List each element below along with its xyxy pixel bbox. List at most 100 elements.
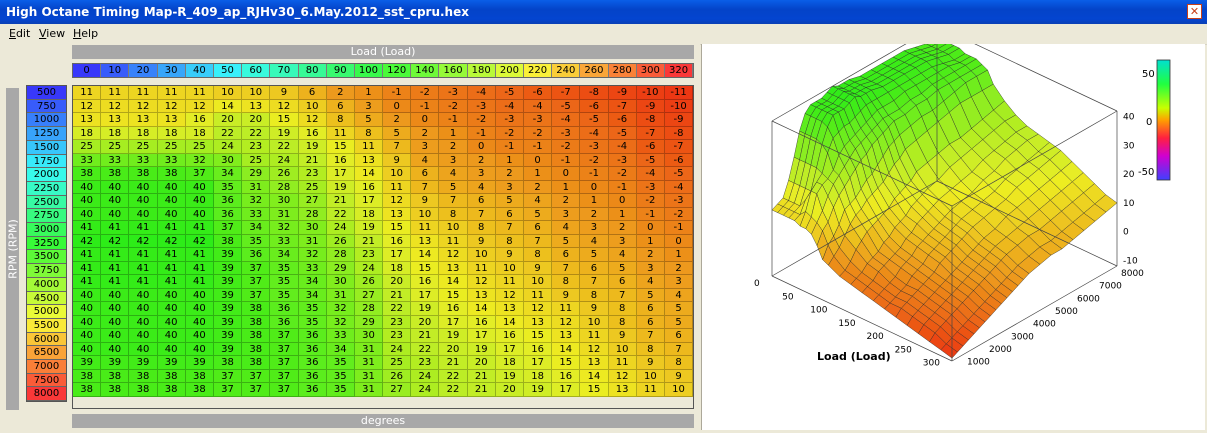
timing-cell[interactable]: 6 bbox=[326, 99, 355, 113]
load-breakpoint[interactable]: 300 bbox=[636, 64, 665, 77]
timing-cell[interactable]: -1 bbox=[580, 167, 609, 181]
timing-cell[interactable]: 37 bbox=[242, 261, 271, 275]
load-breakpoint[interactable]: 120 bbox=[383, 64, 412, 77]
timing-cell[interactable]: 31 bbox=[270, 207, 299, 221]
timing-cell[interactable]: 38 bbox=[129, 167, 158, 181]
timing-cell[interactable]: 39 bbox=[213, 275, 243, 289]
timing-cell[interactable]: -7 bbox=[664, 140, 694, 154]
timing-cell[interactable]: 5 bbox=[608, 261, 637, 275]
rpm-breakpoint[interactable]: 3250 bbox=[27, 236, 66, 251]
timing-cell[interactable]: 33 bbox=[242, 207, 271, 221]
timing-cell[interactable]: 14 bbox=[354, 167, 384, 181]
timing-cell[interactable]: 21 bbox=[467, 383, 496, 397]
timing-cell[interactable]: 18 bbox=[73, 126, 102, 140]
timing-cell[interactable]: -5 bbox=[664, 167, 694, 181]
timing-cell[interactable]: 12 bbox=[439, 248, 468, 262]
timing-cell[interactable]: 40 bbox=[101, 207, 130, 221]
timing-cell[interactable]: 4 bbox=[524, 194, 553, 208]
timing-cell[interactable]: -8 bbox=[580, 86, 609, 100]
timing-cell[interactable]: -3 bbox=[664, 194, 694, 208]
timing-cell[interactable]: 40 bbox=[73, 288, 102, 302]
timing-cell[interactable]: 31 bbox=[354, 356, 384, 370]
timing-cell[interactable]: 5 bbox=[552, 234, 581, 248]
timing-cell[interactable]: 31 bbox=[298, 234, 327, 248]
timing-cell[interactable]: 40 bbox=[73, 180, 102, 194]
timing-cell[interactable]: 9 bbox=[552, 288, 581, 302]
timing-cell[interactable]: -7 bbox=[552, 86, 581, 100]
timing-cell[interactable]: 5 bbox=[636, 288, 665, 302]
load-breakpoint[interactable]: 0 bbox=[73, 64, 102, 77]
timing-cell[interactable]: 2 bbox=[495, 167, 524, 181]
timing-cell[interactable]: 6 bbox=[636, 302, 665, 316]
timing-cell[interactable]: -11 bbox=[664, 86, 694, 100]
timing-cell[interactable]: -8 bbox=[664, 126, 694, 140]
rpm-breakpoint[interactable]: 4500 bbox=[27, 291, 66, 306]
timing-cell[interactable]: 33 bbox=[326, 329, 355, 343]
timing-cell[interactable]: 3 bbox=[495, 180, 524, 194]
timing-cell[interactable]: 16 bbox=[383, 234, 412, 248]
timing-cell[interactable]: 29 bbox=[326, 261, 355, 275]
timing-cell[interactable]: 30 bbox=[298, 221, 327, 235]
timing-cell[interactable]: 40 bbox=[185, 329, 214, 343]
timing-cell[interactable]: 41 bbox=[157, 261, 186, 275]
timing-cell[interactable]: 37 bbox=[242, 369, 271, 383]
timing-cell[interactable]: 11 bbox=[608, 356, 637, 370]
load-breakpoint[interactable]: 80 bbox=[298, 64, 327, 77]
timing-cell[interactable]: 13 bbox=[608, 383, 637, 397]
timing-cell[interactable]: -2 bbox=[524, 126, 553, 140]
timing-cell[interactable]: 31 bbox=[326, 288, 355, 302]
timing-cell[interactable]: 2 bbox=[326, 86, 355, 100]
timing-cell[interactable]: 5 bbox=[664, 315, 694, 329]
timing-cell[interactable]: 23 bbox=[383, 329, 412, 343]
timing-cell[interactable]: 16 bbox=[354, 180, 384, 194]
timing-cell[interactable]: 7 bbox=[664, 342, 694, 356]
timing-cell[interactable]: 39 bbox=[185, 356, 214, 370]
timing-cell[interactable]: 28 bbox=[270, 180, 299, 194]
timing-cell[interactable]: 12 bbox=[524, 302, 553, 316]
timing-cell[interactable]: 20 bbox=[439, 342, 468, 356]
timing-cell[interactable]: -1 bbox=[383, 86, 412, 100]
timing-cell[interactable]: 37 bbox=[185, 167, 214, 181]
timing-cell[interactable]: 8 bbox=[354, 126, 384, 140]
timing-cell[interactable]: 22 bbox=[242, 126, 271, 140]
timing-cell[interactable]: 12 bbox=[383, 194, 412, 208]
timing-cell[interactable]: 40 bbox=[101, 302, 130, 316]
timing-cell[interactable]: 6 bbox=[636, 315, 665, 329]
timing-cell[interactable]: 5 bbox=[580, 248, 609, 262]
timing-cell[interactable]: 19 bbox=[467, 342, 496, 356]
timing-cell[interactable]: 35 bbox=[213, 180, 243, 194]
timing-cell[interactable]: 4 bbox=[608, 248, 637, 262]
timing-cell[interactable]: 35 bbox=[298, 315, 327, 329]
timing-cell[interactable]: 4 bbox=[636, 275, 665, 289]
timing-cell[interactable]: 16 bbox=[326, 153, 355, 167]
timing-cell[interactable]: 41 bbox=[157, 248, 186, 262]
timing-cell[interactable]: 10 bbox=[495, 261, 524, 275]
timing-cell[interactable]: -1 bbox=[636, 207, 665, 221]
timing-cell[interactable]: 40 bbox=[101, 342, 130, 356]
timing-cell[interactable]: 21 bbox=[467, 369, 496, 383]
timing-cell[interactable]: 37 bbox=[242, 288, 271, 302]
timing-cell[interactable]: 13 bbox=[439, 261, 468, 275]
timing-cell[interactable]: 0 bbox=[467, 140, 496, 154]
timing-cell[interactable]: 2 bbox=[411, 126, 440, 140]
timing-cell[interactable]: 22 bbox=[383, 302, 412, 316]
load-breakpoint[interactable]: 10 bbox=[101, 64, 130, 77]
timing-cell[interactable]: -2 bbox=[664, 207, 694, 221]
timing-cell[interactable]: 8 bbox=[439, 207, 468, 221]
menu-help[interactable]: Help bbox=[73, 27, 99, 40]
rpm-breakpoint[interactable]: 5000 bbox=[27, 305, 66, 319]
timing-cell[interactable]: 16 bbox=[439, 302, 468, 316]
timing-cell[interactable]: 41 bbox=[129, 275, 158, 289]
timing-cell[interactable]: -3 bbox=[636, 180, 665, 194]
timing-cell[interactable]: 12 bbox=[552, 315, 581, 329]
timing-cell[interactable]: 40 bbox=[185, 302, 214, 316]
timing-cell[interactable]: 35 bbox=[270, 275, 299, 289]
timing-cell[interactable]: 1 bbox=[552, 180, 581, 194]
timing-cell[interactable]: 13 bbox=[157, 113, 186, 127]
timing-cell[interactable]: 9 bbox=[495, 248, 524, 262]
timing-cell[interactable]: 12 bbox=[129, 99, 158, 113]
timing-cell[interactable]: -5 bbox=[608, 126, 637, 140]
timing-cell[interactable]: 40 bbox=[157, 342, 186, 356]
timing-cell[interactable]: 42 bbox=[129, 234, 158, 248]
timing-cell[interactable]: 16 bbox=[411, 275, 440, 289]
